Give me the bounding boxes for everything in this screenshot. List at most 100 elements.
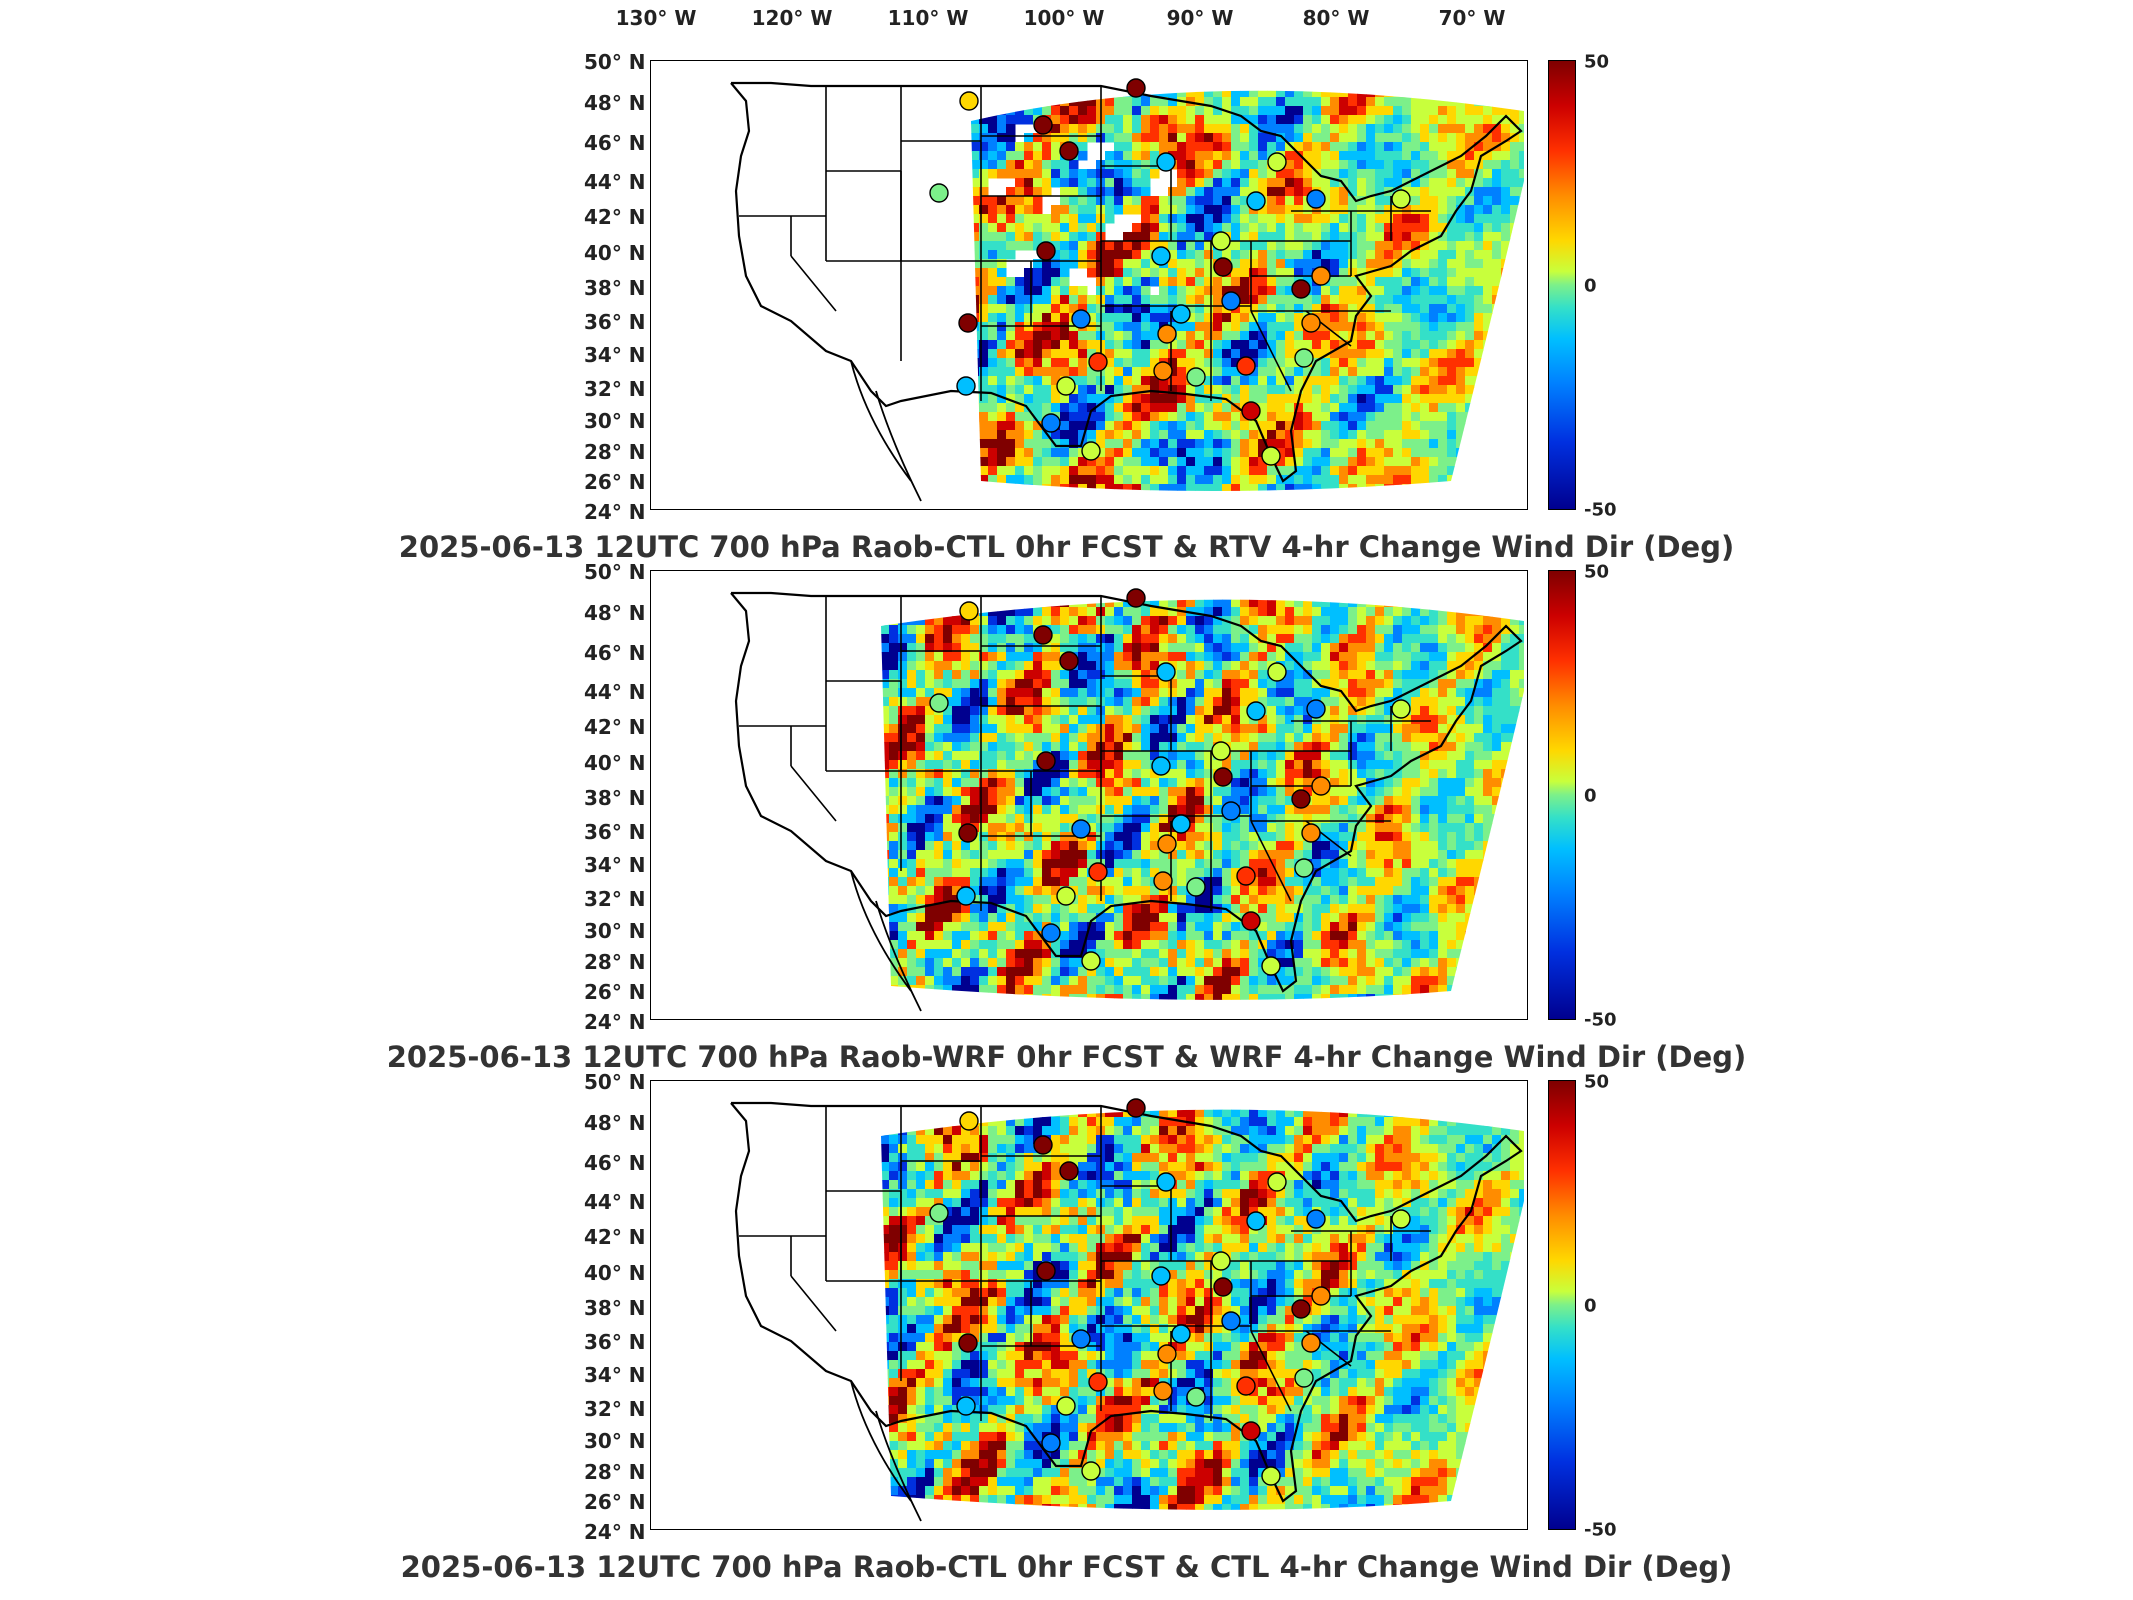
station-marker (1241, 911, 1261, 931)
station-marker (1291, 1299, 1311, 1319)
station-marker (1041, 1433, 1061, 1453)
station-marker (1153, 871, 1173, 891)
state-borders (739, 1106, 1431, 1421)
station-marker (1126, 78, 1146, 98)
lat-label: 44° N (584, 170, 646, 194)
station-marker (1157, 1344, 1177, 1364)
lat-label: 42° N (584, 715, 646, 739)
station-marker (1056, 1396, 1076, 1416)
station-marker (1291, 789, 1311, 809)
lat-label: 38° N (584, 786, 646, 810)
colorbar-min-label: -50 (1584, 1009, 1617, 1031)
station-marker (1071, 1329, 1091, 1349)
station-marker (1041, 923, 1061, 943)
lat-label: 28° N (584, 440, 646, 464)
station-marker (956, 1396, 976, 1416)
station-marker (958, 823, 978, 843)
station-marker (1213, 257, 1233, 277)
lon-label-130w: 130° W (615, 6, 697, 30)
colorbar-min-label: -50 (1584, 499, 1617, 521)
station-marker (1246, 191, 1266, 211)
station-marker (1301, 313, 1321, 333)
station-marker (1267, 1172, 1287, 1192)
station-marker (1186, 877, 1206, 897)
station-marker (956, 376, 976, 396)
station-marker (1294, 348, 1314, 368)
station-marker (1033, 625, 1053, 645)
lat-label: 46° N (584, 131, 646, 155)
lat-label: 36° N (584, 310, 646, 334)
station-marker (958, 313, 978, 333)
lat-label: 46° N (584, 1151, 646, 1175)
station-marker (1261, 956, 1281, 976)
lat-label: 50° N (584, 50, 646, 74)
station-marker (1041, 413, 1061, 433)
lat-label: 30° N (584, 1429, 646, 1453)
colorbar-min-label: -50 (1584, 1519, 1617, 1541)
mexico-coastline (850, 870, 922, 1012)
station-marker (1186, 367, 1206, 387)
lat-label: 46° N (584, 641, 646, 665)
map-panel-wrf: 50° N 48° N 46° N 44° N 42° N 40° N 38° N 36° N… (0, 560, 2133, 1080)
station-marker (1081, 1461, 1101, 1481)
lon-label-100w: 100° W (1023, 6, 1105, 30)
country-outline (730, 1101, 1523, 1503)
lat-label: 36° N (584, 820, 646, 844)
lat-label: 40° N (584, 241, 646, 265)
station-marker (1059, 651, 1079, 671)
lat-label: 36° N (584, 1330, 646, 1354)
station-marker (1391, 699, 1411, 719)
lat-label: 32° N (584, 377, 646, 401)
colorbar-max-label: 50 (1584, 561, 1610, 583)
lat-label: 26° N (584, 980, 646, 1004)
mexico-coastline (850, 360, 922, 502)
station-marker (1036, 1261, 1056, 1281)
lat-label: 44° N (584, 1190, 646, 1214)
station-marker (929, 693, 949, 713)
lat-label: 28° N (584, 1460, 646, 1484)
station-marker (1088, 1372, 1108, 1392)
station-marker (1221, 291, 1241, 311)
lat-label: 26° N (584, 1490, 646, 1514)
map-frame (650, 60, 1528, 510)
station-marker (1211, 741, 1231, 761)
station-marker (1171, 1324, 1191, 1344)
station-marker (929, 183, 949, 203)
lat-label: 50° N (584, 560, 646, 584)
station-marker (1126, 1098, 1146, 1118)
map-canvas (730, 1098, 1524, 1522)
lon-label-120w: 120° W (751, 6, 833, 30)
lat-label: 30° N (584, 919, 646, 943)
station-marker (959, 91, 979, 111)
station-marker (1236, 1376, 1256, 1396)
lat-label: 48° N (584, 601, 646, 625)
lon-label-110w: 110° W (887, 6, 969, 30)
colorbar-max-label: 50 (1584, 1071, 1610, 1093)
station-marker (1157, 834, 1177, 854)
station-marker (1156, 1172, 1176, 1192)
station-marker (1153, 1381, 1173, 1401)
station-marker (1151, 1266, 1171, 1286)
station-marker (1221, 801, 1241, 821)
lat-label: 38° N (584, 1296, 646, 1320)
station-marker (1153, 361, 1173, 381)
station-marker (1156, 152, 1176, 172)
station-marker (1056, 376, 1076, 396)
colorbar-max-label: 50 (1584, 51, 1610, 73)
colorbar (1548, 570, 1576, 1020)
station-marker (1088, 862, 1108, 882)
station-marker (1291, 279, 1311, 299)
state-borders (739, 596, 1431, 911)
map-frame (650, 570, 1528, 1020)
station-marker (1059, 141, 1079, 161)
station-marker (1311, 266, 1331, 286)
station-marker (1186, 1387, 1206, 1407)
station-marker (1236, 356, 1256, 376)
station-marker (1267, 152, 1287, 172)
station-marker (1071, 309, 1091, 329)
lat-label: 50° N (584, 1070, 646, 1094)
lat-label: 32° N (584, 887, 646, 911)
wind-dir-change-field (881, 1109, 1524, 1510)
lat-label: 44° N (584, 680, 646, 704)
station-marker (1261, 1466, 1281, 1486)
